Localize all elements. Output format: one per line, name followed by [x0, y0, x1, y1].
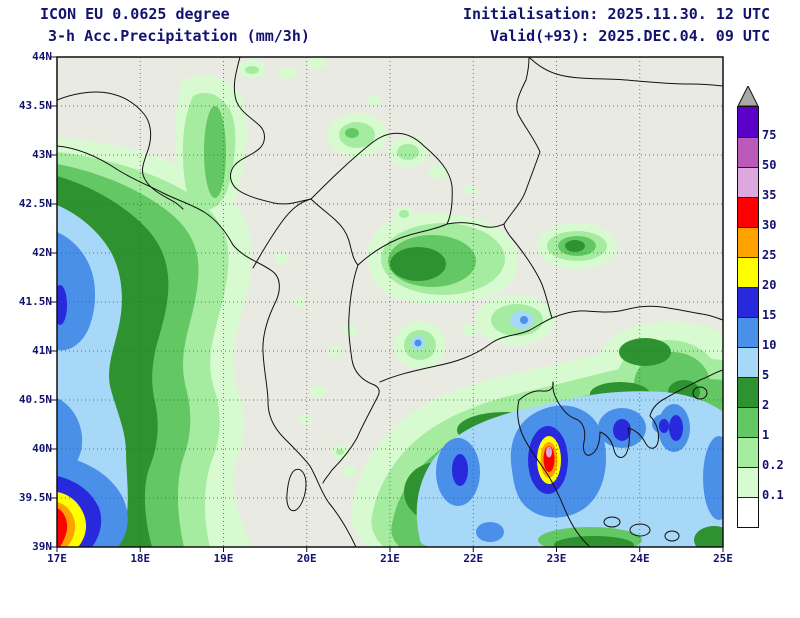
- colorbar-cell: [738, 377, 758, 407]
- colorbar-cell: [738, 407, 758, 437]
- corfu-island: [286, 468, 307, 512]
- adriatic-coastline: [57, 145, 357, 547]
- precip-layer-2-overlay: [554, 526, 723, 547]
- initialisation-time: Initialisation: 2025.11.30. 12 UTC: [462, 5, 770, 23]
- country-borders: [57, 57, 723, 547]
- colorbar-cell: [738, 227, 758, 257]
- colorbar-cell: [738, 107, 758, 137]
- island: [629, 523, 651, 537]
- colorbar-cell: [738, 467, 758, 497]
- colorbar-cell: [738, 197, 758, 227]
- island: [664, 530, 680, 542]
- colorbar-arrow-icon: [738, 86, 758, 106]
- colorbar-cell: [738, 347, 758, 377]
- island: [603, 516, 621, 528]
- axis-ticks: [51, 56, 724, 552]
- colorbar: [737, 86, 759, 528]
- precip-layer-35: [546, 446, 552, 458]
- model-title: ICON EU 0.0625 degree: [40, 5, 230, 23]
- colorbar-cell: [738, 137, 758, 167]
- graticule: [57, 57, 723, 547]
- colorbar-cells: [737, 106, 759, 528]
- colorbar-cell: [738, 287, 758, 317]
- product-title: 3-h Acc.Precipitation (mm/3h): [48, 27, 310, 45]
- colorbar-cell: [738, 317, 758, 347]
- colorbar-cell: [738, 497, 758, 527]
- colorbar-cell: [738, 167, 758, 197]
- island: [692, 386, 708, 400]
- valid-time: Valid(+93): 2025.DEC.04. 09 UTC: [490, 27, 770, 45]
- colorbar-cell: [738, 437, 758, 467]
- colorbar-cell: [738, 257, 758, 287]
- aegean-coastline: [518, 369, 723, 458]
